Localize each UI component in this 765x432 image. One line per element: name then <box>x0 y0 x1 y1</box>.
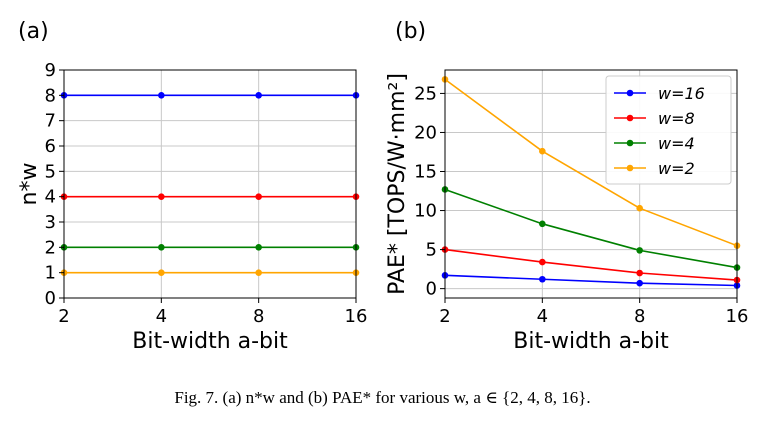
y-tick-label: 1 <box>45 263 56 284</box>
data-point <box>158 92 165 99</box>
panel-b-label: (b) <box>395 19 426 44</box>
x-tick-label: 16 <box>345 306 368 327</box>
panel-a-label: (a) <box>18 19 49 44</box>
y-tick-label: 3 <box>45 212 56 233</box>
y-tick-label: 10 <box>414 201 437 222</box>
data-point <box>636 204 643 212</box>
y-tick-label: 2 <box>45 237 56 258</box>
y-tick-label: 5 <box>45 161 56 182</box>
data-point <box>636 247 643 254</box>
plot-a: 0 1 2 3 4 5 6 7 8 9 2 4 8 16 Bit-width a-bit n*w <box>17 60 367 354</box>
data-point <box>539 275 546 283</box>
y-axis-label: n*w <box>17 163 42 206</box>
legend-label: w=16 <box>658 84 705 103</box>
y-tick-label: 4 <box>45 187 56 208</box>
data-point <box>255 193 262 200</box>
data-point <box>255 244 262 251</box>
legend-box <box>605 75 732 185</box>
data-point <box>539 147 546 155</box>
y-tick-label: 6 <box>45 136 56 157</box>
y-axis-label: PAE* [TOPS/W·mm²] <box>385 73 410 295</box>
data-point <box>636 269 643 277</box>
x-tick-label: 4 <box>156 306 167 327</box>
data-point <box>539 220 546 228</box>
y-tick-label: 0 <box>426 279 437 300</box>
legend-label: w=8 <box>658 109 695 128</box>
y-tick-label: 15 <box>414 162 437 183</box>
y-tick-label: 5 <box>426 240 437 261</box>
legend-swatch-marker <box>626 89 634 97</box>
x-tick-label: 2 <box>58 306 69 327</box>
legend-swatch-marker <box>626 114 634 122</box>
legend-label: w=4 <box>658 134 695 153</box>
x-axis-label: Bit-width a-bit <box>132 329 288 354</box>
legend-swatch-marker <box>626 164 634 172</box>
y-tick-label: 9 <box>45 60 56 81</box>
data-point <box>255 92 262 99</box>
series-line <box>444 188 738 269</box>
data-point <box>158 269 165 276</box>
figure-caption: Fig. 7. (a) n*w and (b) PAE* for various… <box>174 388 591 407</box>
series-line <box>444 78 738 247</box>
x-axis-label: Bit-width a-bit <box>513 329 669 354</box>
legend-swatch-marker <box>626 139 634 147</box>
x-tick-label: 16 <box>726 306 749 327</box>
x-tick-label: 8 <box>634 306 645 327</box>
data-point <box>539 258 546 266</box>
y-tick-label: 20 <box>414 122 437 143</box>
series-line <box>444 248 738 281</box>
y-tick-label: 25 <box>414 83 437 104</box>
data-point <box>255 269 262 276</box>
series-line <box>444 274 738 287</box>
y-tick-label: 7 <box>45 111 56 132</box>
legend-label: w=2 <box>658 159 695 178</box>
y-tick-label: 0 <box>45 288 56 309</box>
plot-b: 0 5 10 15 20 25 2 4 8 16 Bit-width a-bit PAE* [TOPS… <box>385 69 749 354</box>
y-tick-label: 8 <box>45 85 56 106</box>
data-point <box>636 279 643 287</box>
x-tick-label: 2 <box>439 306 450 327</box>
plot-frame <box>63 69 357 299</box>
data-point <box>158 193 165 200</box>
x-tick-label: 4 <box>537 306 548 327</box>
data-point <box>158 244 165 251</box>
x-tick-label: 8 <box>253 306 264 327</box>
plot-frame <box>444 69 738 299</box>
